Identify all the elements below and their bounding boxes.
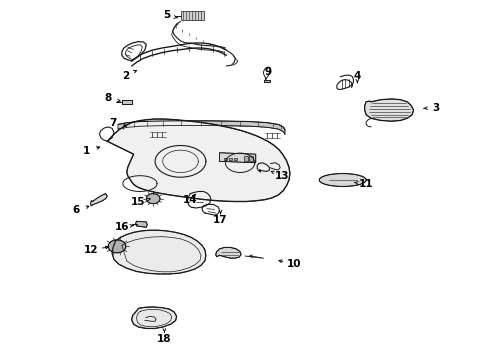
Polygon shape	[180, 12, 204, 21]
Polygon shape	[132, 307, 176, 328]
Polygon shape	[264, 80, 270, 82]
Polygon shape	[234, 158, 237, 160]
Polygon shape	[216, 247, 241, 258]
Polygon shape	[365, 99, 414, 121]
Text: 2: 2	[122, 71, 129, 81]
Polygon shape	[136, 221, 147, 227]
Polygon shape	[91, 194, 107, 206]
Polygon shape	[122, 100, 132, 104]
Text: 11: 11	[359, 179, 373, 189]
Text: 13: 13	[274, 171, 289, 181]
Text: 6: 6	[73, 206, 80, 216]
Text: 8: 8	[104, 93, 112, 103]
Polygon shape	[229, 158, 232, 160]
Polygon shape	[118, 121, 285, 134]
Polygon shape	[244, 156, 248, 161]
Text: 17: 17	[213, 215, 228, 225]
Text: 15: 15	[131, 197, 146, 207]
Polygon shape	[108, 240, 126, 253]
Text: 1: 1	[83, 146, 90, 156]
Text: 18: 18	[157, 333, 171, 343]
Text: 16: 16	[115, 222, 129, 232]
Polygon shape	[249, 156, 253, 161]
Text: 3: 3	[432, 103, 439, 113]
Text: 9: 9	[265, 67, 272, 77]
Text: 12: 12	[84, 245, 98, 255]
Polygon shape	[220, 153, 256, 163]
Polygon shape	[147, 194, 160, 204]
Polygon shape	[319, 174, 366, 186]
Polygon shape	[107, 119, 290, 202]
Text: 7: 7	[109, 118, 117, 128]
Polygon shape	[112, 230, 206, 274]
Text: 4: 4	[354, 71, 361, 81]
Text: 5: 5	[163, 10, 171, 20]
Text: 10: 10	[287, 259, 301, 269]
Polygon shape	[224, 158, 227, 160]
Text: 14: 14	[183, 195, 197, 205]
